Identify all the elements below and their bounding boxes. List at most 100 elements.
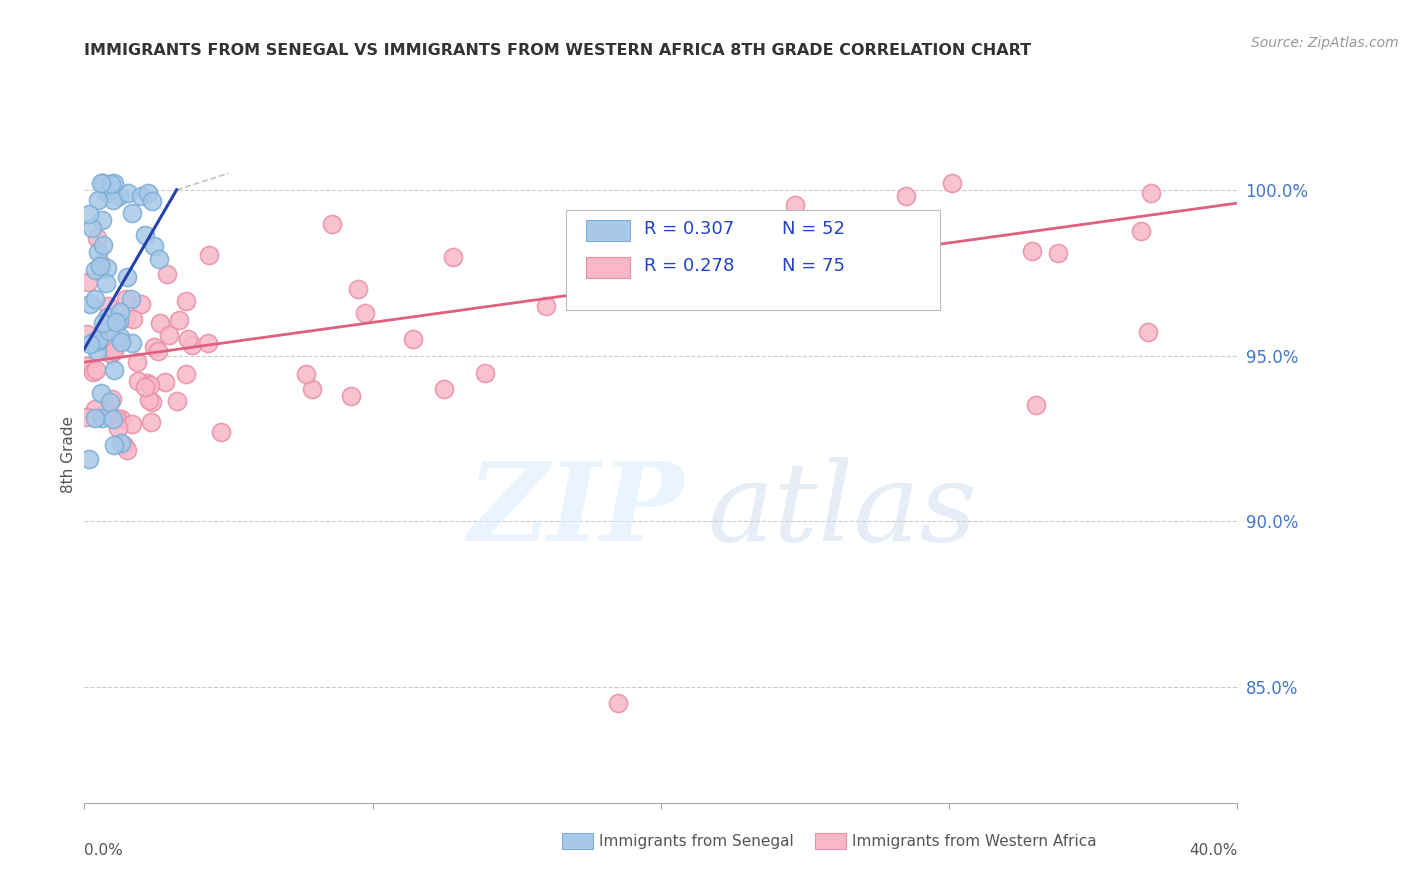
Text: 40.0%: 40.0% xyxy=(1189,843,1237,858)
Point xyxy=(1129,224,1152,238)
Point xyxy=(754,250,776,264)
Point xyxy=(97,325,120,339)
Point xyxy=(90,410,112,425)
Bar xyxy=(586,257,630,277)
Point xyxy=(76,359,98,374)
Point xyxy=(82,221,104,235)
Point xyxy=(82,335,104,350)
Point xyxy=(103,363,125,377)
Point xyxy=(79,297,101,311)
Point xyxy=(121,336,143,351)
Point xyxy=(134,380,156,394)
Text: Immigrants from Western Africa: Immigrants from Western Africa xyxy=(852,834,1097,848)
Point xyxy=(117,442,139,457)
Point xyxy=(1025,398,1047,412)
Point xyxy=(76,327,98,342)
Point xyxy=(606,697,628,711)
Point xyxy=(941,176,963,190)
Point xyxy=(76,410,98,425)
FancyBboxPatch shape xyxy=(567,210,939,310)
Point xyxy=(127,374,149,388)
Point xyxy=(96,277,118,291)
Point xyxy=(853,262,876,277)
Point xyxy=(157,328,180,343)
Point xyxy=(87,244,110,259)
Point xyxy=(153,375,176,389)
Point xyxy=(534,299,557,313)
Point xyxy=(174,293,197,308)
Point xyxy=(105,411,128,425)
Point xyxy=(96,310,118,324)
Point xyxy=(108,330,131,344)
Point xyxy=(101,412,124,426)
Point xyxy=(166,393,188,408)
Point xyxy=(91,238,114,252)
Point xyxy=(197,336,219,351)
Point xyxy=(129,188,152,202)
Point xyxy=(96,260,118,275)
Point xyxy=(143,239,166,253)
Point xyxy=(103,324,125,338)
Point xyxy=(148,344,170,359)
Point xyxy=(209,425,232,440)
Text: R = 0.278: R = 0.278 xyxy=(644,257,734,275)
Point xyxy=(1136,325,1159,339)
Point xyxy=(77,275,100,289)
Point xyxy=(86,344,108,359)
Point xyxy=(90,176,112,190)
Point xyxy=(103,176,125,190)
Point xyxy=(107,421,129,435)
Point xyxy=(100,347,122,361)
Point xyxy=(295,368,318,382)
Point xyxy=(98,395,121,409)
Point xyxy=(89,332,111,346)
Point xyxy=(142,340,165,354)
Bar xyxy=(586,219,630,241)
Point xyxy=(156,267,179,281)
Point xyxy=(149,316,172,330)
Point xyxy=(105,315,128,329)
Text: Source: ZipAtlas.com: Source: ZipAtlas.com xyxy=(1251,36,1399,50)
Point xyxy=(347,282,370,296)
Text: N = 52: N = 52 xyxy=(782,219,845,238)
Text: IMMIGRANTS FROM SENEGAL VS IMMIGRANTS FROM WESTERN AFRICA 8TH GRADE CORRELATION : IMMIGRANTS FROM SENEGAL VS IMMIGRANTS FR… xyxy=(84,43,1032,58)
Point xyxy=(148,252,170,266)
Point xyxy=(301,382,323,396)
Point xyxy=(120,292,142,306)
Point xyxy=(134,227,156,242)
Point xyxy=(96,186,118,201)
Point xyxy=(91,316,114,330)
Point xyxy=(138,392,160,407)
Point xyxy=(82,366,104,380)
Point xyxy=(77,452,100,467)
Point xyxy=(139,416,162,430)
Point xyxy=(1047,245,1070,260)
Point xyxy=(90,386,112,401)
Point xyxy=(84,292,107,306)
Y-axis label: 8th Grade: 8th Grade xyxy=(60,417,76,493)
Point xyxy=(101,343,124,357)
Point xyxy=(77,207,100,221)
Point xyxy=(110,436,132,450)
Point xyxy=(1140,186,1163,201)
Point xyxy=(180,337,202,351)
Point xyxy=(136,186,159,201)
Point xyxy=(474,366,496,380)
Point xyxy=(108,189,131,203)
Point xyxy=(89,259,111,273)
Point xyxy=(198,248,221,262)
Point xyxy=(87,334,110,349)
Point xyxy=(433,382,456,396)
Point xyxy=(125,355,148,369)
Text: R = 0.307: R = 0.307 xyxy=(644,219,734,238)
Point xyxy=(894,189,917,203)
Point xyxy=(79,336,101,351)
Point xyxy=(100,177,122,191)
Point xyxy=(174,368,197,382)
Point xyxy=(90,257,112,271)
Text: ZIP: ZIP xyxy=(467,457,683,565)
Point xyxy=(103,343,125,358)
Point xyxy=(108,314,131,328)
Point xyxy=(835,244,858,258)
Point xyxy=(131,297,153,311)
